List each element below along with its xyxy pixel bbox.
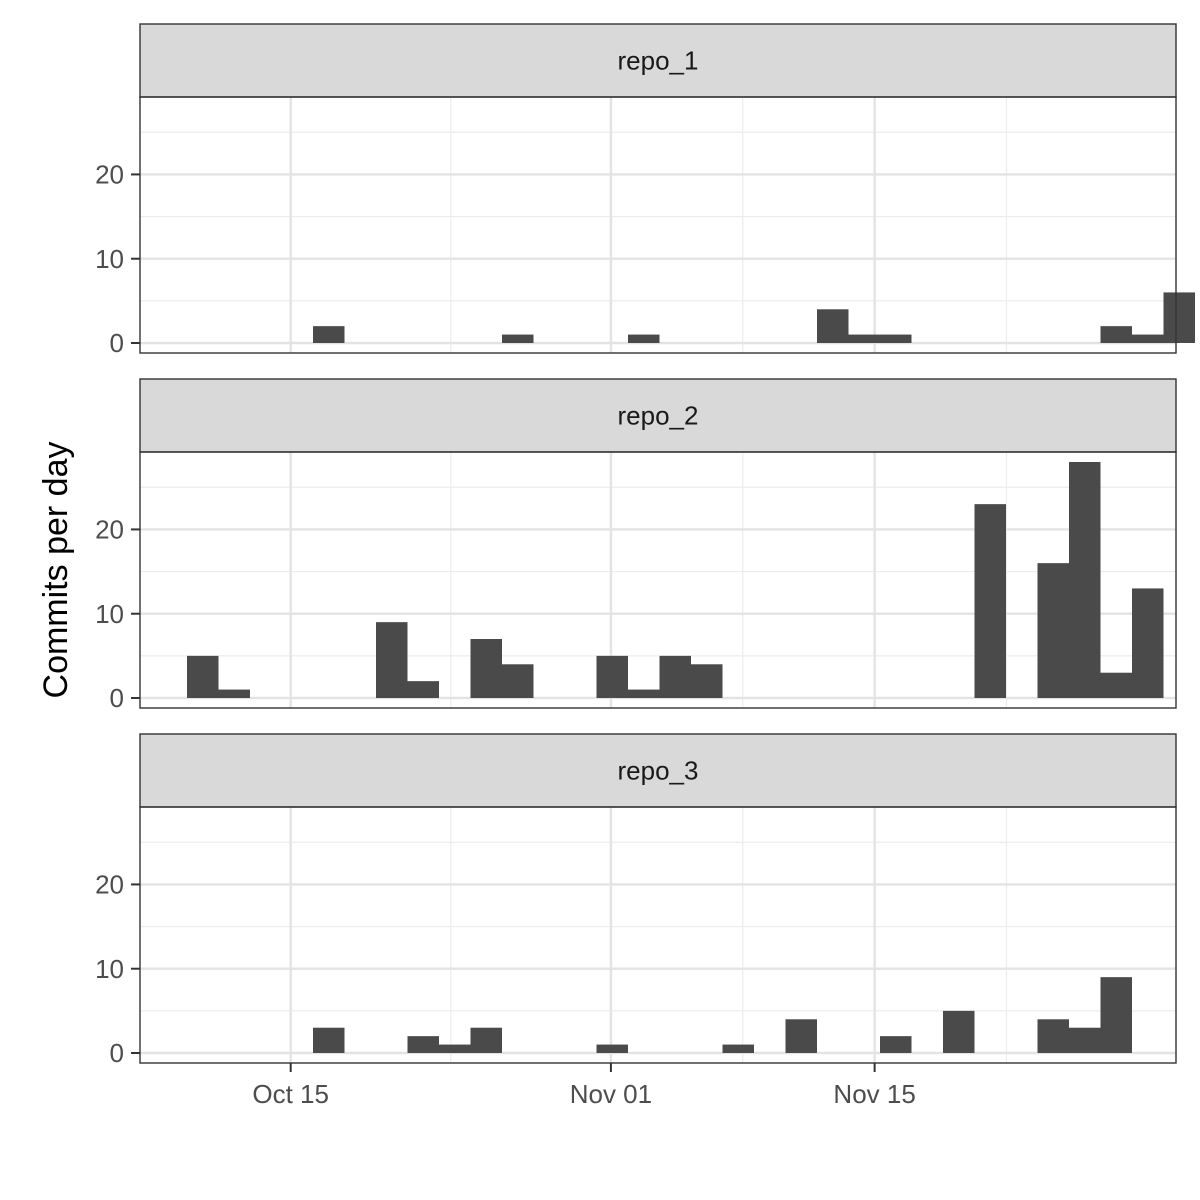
labels: repo_1 0 10 20 repo_2 0 10 20 repo_3 0 10 20 Oct 15 N… xyxy=(95,46,916,1109)
bar xyxy=(628,334,660,343)
facet-strip xyxy=(139,733,1177,808)
bar xyxy=(848,334,880,343)
y-tick-label: 10 xyxy=(95,244,124,274)
bar xyxy=(470,639,502,698)
bar xyxy=(974,504,1006,698)
bar xyxy=(218,689,250,698)
bar xyxy=(313,326,345,343)
facet-strip xyxy=(139,378,1177,453)
facet-strip-label: repo_2 xyxy=(618,401,699,431)
bar xyxy=(722,1044,754,1053)
bar xyxy=(1132,588,1164,698)
bar xyxy=(407,1036,439,1053)
bar xyxy=(659,655,691,698)
y-tick-label: 20 xyxy=(95,515,124,545)
y-axis-title: Commits per day xyxy=(37,442,75,699)
bar xyxy=(628,689,660,698)
bar xyxy=(502,334,534,343)
x-tick-label: Oct 15 xyxy=(252,1079,329,1109)
bar xyxy=(1100,672,1132,698)
gridlines xyxy=(140,97,1176,1063)
bar xyxy=(439,1044,471,1053)
y-tick-label: 0 xyxy=(110,1038,124,1068)
bar xyxy=(1132,334,1164,343)
bar xyxy=(1069,1027,1101,1053)
bar xyxy=(470,1027,502,1053)
bar xyxy=(376,622,408,698)
bar xyxy=(596,1044,628,1053)
panel-border xyxy=(139,806,1177,1064)
bar xyxy=(1163,292,1195,343)
bar xyxy=(943,1010,975,1053)
bar xyxy=(313,1027,345,1053)
bar xyxy=(1037,563,1069,698)
bar xyxy=(880,1036,912,1053)
panel-border xyxy=(139,96,1177,354)
y-tick-label: 10 xyxy=(95,599,124,629)
y-tick-label: 10 xyxy=(95,954,124,984)
bar xyxy=(1100,326,1132,343)
y-tick-label: 20 xyxy=(95,870,124,900)
bar xyxy=(1037,1019,1069,1053)
y-tick-label: 0 xyxy=(110,683,124,713)
bar xyxy=(1100,977,1132,1053)
bar xyxy=(407,681,439,698)
facet-strip-label: repo_1 xyxy=(618,46,699,76)
panel-border xyxy=(139,451,1177,709)
bar xyxy=(187,655,219,698)
x-tick-label: Nov 01 xyxy=(570,1079,652,1109)
bars xyxy=(187,292,1195,1053)
bar xyxy=(1069,462,1101,698)
bar xyxy=(502,664,534,698)
facet-strip-label: repo_3 xyxy=(618,756,699,786)
panel-frames xyxy=(131,23,1177,1072)
x-tick-label: Nov 15 xyxy=(833,1079,915,1109)
y-tick-label: 0 xyxy=(110,328,124,358)
y-tick-label: 20 xyxy=(95,160,124,190)
bar xyxy=(880,334,912,343)
bar xyxy=(817,309,849,343)
bar xyxy=(596,655,628,698)
bar xyxy=(691,664,723,698)
facet-strip xyxy=(139,23,1177,98)
bar xyxy=(785,1019,817,1053)
